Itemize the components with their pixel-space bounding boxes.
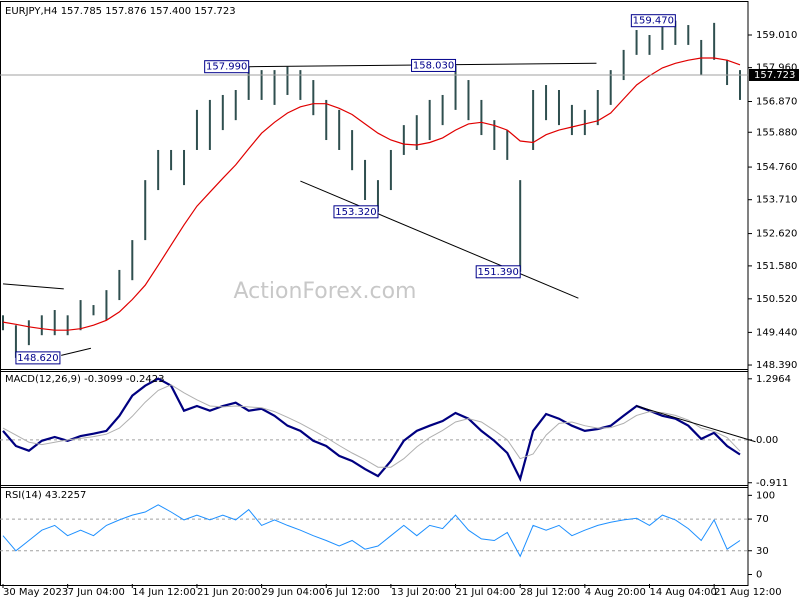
y-tick-label: 159.010: [756, 30, 797, 41]
x-tick-label: 21 Jul 04:00: [456, 587, 516, 598]
trend-line: [61, 347, 92, 356]
y-tick-label: 30: [756, 546, 769, 557]
trend-line: [300, 180, 579, 299]
last-price-label: 157.723: [754, 70, 795, 81]
panel-frame: [0, 485, 749, 586]
x-tick-label: 14 Jun 12:00: [132, 587, 196, 598]
annotation-label: 158.030: [413, 60, 454, 71]
x-tick-label: 7 Jun 04:00: [68, 587, 125, 598]
x-tick-label: 6 Jul 12:00: [326, 587, 380, 598]
y-tick-label: 155.880: [756, 127, 797, 138]
y-tick-label: 148.390: [756, 360, 797, 371]
y-tick-label: 152.620: [756, 229, 797, 240]
y-tick-label: 149.440: [756, 327, 797, 338]
y-tick-label: -0.911: [756, 478, 788, 489]
panel-frame: [0, 1, 749, 372]
watermark: ActionForex.com: [234, 279, 417, 304]
y-tick-label: 151.580: [756, 261, 797, 272]
y-tick-label: 0: [756, 570, 762, 581]
y-tick-label: 1.2964: [756, 374, 791, 385]
trend-line: [2, 283, 64, 290]
annotation-box: [411, 58, 457, 72]
x-tick-label: 14 Aug 04:00: [649, 587, 716, 598]
panel-frame: [0, 369, 749, 488]
y-tick-label: 70: [756, 514, 769, 525]
annotation-box: [15, 351, 61, 365]
x-tick-label: 28 Jul 12:00: [520, 587, 580, 598]
panel-title: EURJPY,H4 157.785 157.876 157.400 157.72…: [5, 6, 236, 17]
y-tick-label: 156.870: [756, 96, 797, 107]
x-tick-label: 21 Aug 12:00: [714, 587, 781, 598]
y-tick-label: 157.960: [756, 63, 797, 74]
y-tick-label: 153.710: [756, 195, 797, 206]
y-tick-label: 154.760: [756, 162, 797, 173]
annotation-label: 159.470: [633, 16, 674, 27]
y-tick-label: 0.00: [756, 435, 778, 446]
panel-title: MACD(12,26,9) -0.3099 -0.2423: [5, 374, 165, 385]
panel-title: RSI(14) 43.2257: [5, 490, 86, 501]
annotation-box: [630, 14, 676, 28]
annotation-label: 148.620: [17, 353, 58, 364]
annotation-label: 151.390: [478, 267, 519, 278]
y-tick-label: 100: [756, 490, 775, 501]
series-line: [2, 57, 741, 331]
annotation-box: [333, 205, 379, 219]
x-tick-label: 13 Jul 20:00: [391, 587, 451, 598]
x-tick-label: 4 Aug 20:00: [585, 587, 646, 598]
series-line: [2, 384, 741, 468]
annotation-label: 153.320: [335, 207, 376, 218]
x-tick-label: 21 Jun 20:00: [197, 587, 261, 598]
annotation-label: 157.990: [206, 62, 247, 73]
series-line: [2, 504, 741, 558]
x-tick-label: 29 Jun 04:00: [262, 587, 326, 598]
last-price-box: [749, 68, 799, 81]
series-line: [2, 377, 741, 482]
annotation-box: [475, 265, 521, 279]
annotation-box: [204, 60, 250, 74]
x-tick-label: 30 May 2023: [3, 587, 68, 598]
trend-line: [636, 405, 756, 443]
y-tick-label: 150.520: [756, 294, 797, 305]
